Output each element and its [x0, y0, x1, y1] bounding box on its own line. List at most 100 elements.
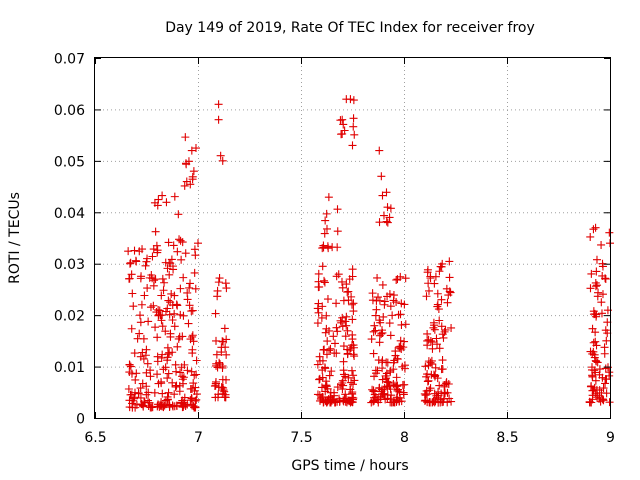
data-point: [431, 363, 440, 372]
data-point: [125, 403, 134, 412]
data-point: [429, 370, 438, 379]
data-point: [164, 388, 173, 397]
data-point: [378, 191, 387, 200]
data-point: [179, 373, 188, 382]
data-point: [161, 327, 170, 336]
data-point: [431, 272, 440, 281]
data-point: [601, 364, 610, 373]
data-point: [588, 324, 597, 333]
data-point: [221, 279, 230, 288]
data-point: [344, 396, 353, 405]
data-point: [222, 350, 231, 359]
data-point: [333, 227, 342, 236]
data-point: [586, 232, 595, 241]
data-point: [143, 359, 152, 368]
data-point: [163, 374, 172, 383]
data-point: [127, 324, 136, 333]
data-point: [323, 384, 332, 393]
data-point: [433, 300, 442, 309]
data-point: [319, 397, 328, 406]
data-point: [389, 296, 398, 305]
data-point: [420, 396, 429, 405]
data-point: [189, 167, 198, 176]
data-point: [338, 129, 347, 138]
data-point: [320, 363, 329, 372]
data-point: [313, 319, 322, 328]
data-point: [339, 381, 348, 390]
data-point: [171, 360, 180, 369]
data-point: [598, 271, 607, 280]
data-point: [339, 296, 348, 305]
data-point: [329, 395, 338, 404]
data-point: [383, 390, 392, 399]
data-point: [431, 371, 440, 380]
data-point: [424, 279, 433, 288]
data-point: [343, 349, 352, 358]
data-point: [437, 295, 446, 304]
data-point: [392, 393, 401, 402]
data-point: [438, 356, 447, 365]
data-point: [437, 322, 446, 331]
data-point: [152, 241, 161, 250]
data-point: [314, 308, 323, 317]
data-point: [165, 258, 174, 267]
data-point: [427, 356, 436, 365]
data-point: [180, 181, 189, 190]
data-point: [178, 332, 187, 341]
data-point: [191, 284, 200, 293]
data-point: [342, 312, 351, 321]
data-point: [124, 247, 133, 256]
data-point: [153, 370, 162, 379]
data-point: [598, 259, 607, 268]
data-point: [315, 352, 324, 361]
data-point: [425, 397, 434, 406]
data-point: [377, 329, 386, 338]
x-tick-label: 7.5: [290, 430, 312, 446]
data-point: [173, 247, 182, 256]
x-tick-label: 9: [606, 430, 615, 446]
data-point: [161, 363, 170, 372]
data-point: [158, 191, 167, 200]
data-point: [168, 316, 177, 325]
data-point: [213, 292, 222, 301]
data-point: [437, 365, 446, 374]
data-point: [349, 307, 358, 316]
data-point: [162, 400, 171, 409]
data-point: [392, 373, 401, 382]
data-point: [222, 284, 231, 293]
data-point: [439, 394, 448, 403]
data-point: [314, 283, 323, 292]
data-point: [337, 318, 346, 327]
data-point: [435, 316, 444, 325]
data-point: [429, 397, 438, 406]
data-point: [374, 395, 383, 404]
data-point: [153, 357, 162, 366]
data-point: [127, 270, 136, 279]
data-point: [396, 272, 405, 281]
y-tick-label: 0.07: [54, 52, 85, 68]
data-point: [175, 381, 184, 390]
data-point: [436, 262, 445, 271]
data-point: [137, 272, 146, 281]
data-point: [214, 278, 223, 287]
data-point: [605, 228, 614, 237]
data-point: [395, 344, 404, 353]
data-points: [124, 95, 614, 412]
data-point: [135, 329, 144, 338]
data-point: [165, 401, 174, 410]
data-point: [322, 224, 331, 233]
data-point: [173, 342, 182, 351]
data-point: [188, 172, 197, 181]
data-point: [335, 394, 344, 403]
data-point: [369, 397, 378, 406]
data-point: [603, 329, 612, 338]
data-point: [388, 311, 397, 320]
data-point: [126, 390, 135, 399]
x-tick-label: 8: [400, 430, 409, 446]
data-point: [189, 337, 198, 346]
data-point: [333, 327, 342, 336]
data-point: [177, 363, 186, 372]
x-axis-label: GPS time / hours: [291, 458, 408, 474]
data-point: [157, 377, 166, 386]
data-point: [182, 177, 191, 186]
